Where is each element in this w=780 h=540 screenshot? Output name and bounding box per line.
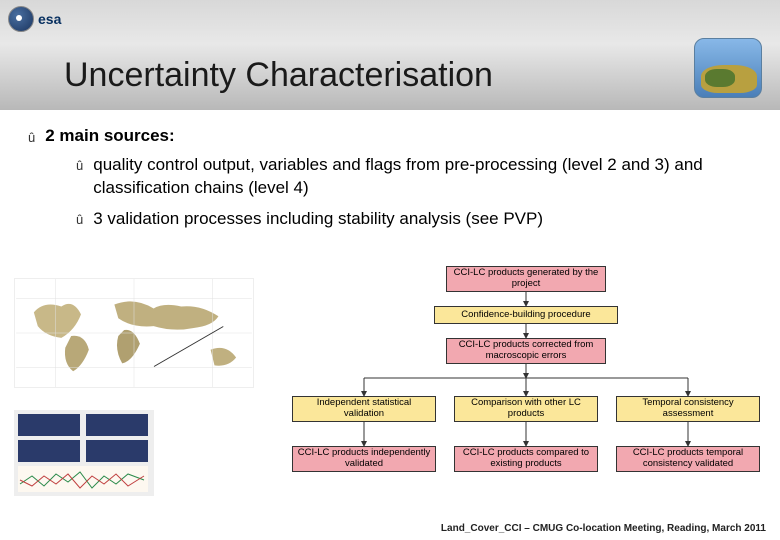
- flowchart-node: Temporal consistency assessment: [616, 396, 760, 422]
- flowchart-node: CCI-LC products temporal consistency val…: [616, 446, 760, 472]
- bullet-icon: û: [76, 212, 83, 228]
- bullet-text: 3 validation processes including stabili…: [93, 208, 543, 231]
- flowchart-edges: [286, 266, 772, 510]
- flowchart-node: CCI-LC products generated by the project: [446, 266, 606, 292]
- flowchart-node: CCI-LC products compared to existing pro…: [454, 446, 598, 472]
- flowchart-node: Independent statistical validation: [292, 396, 436, 422]
- footer-text: Land_Cover_CCI – CMUG Co-location Meetin…: [441, 523, 766, 534]
- bullet-icon: û: [76, 158, 83, 174]
- bullet-icon: û: [28, 130, 35, 146]
- earth-badge-icon: [694, 38, 762, 98]
- heading-row: û 2 main sources:: [28, 126, 752, 146]
- content-area: û 2 main sources: û quality control outp…: [0, 110, 780, 231]
- slide-header: esa Uncertainty Characterisation: [0, 0, 780, 110]
- flowchart-node: CCI-LC products independently validated: [292, 446, 436, 472]
- bullet-text: quality control output, variables and fl…: [93, 154, 752, 200]
- esa-logo: esa: [8, 6, 61, 32]
- dashboard-thumbnail: [14, 410, 154, 496]
- esa-logo-circle: [8, 6, 34, 32]
- esa-logo-text: esa: [38, 11, 61, 27]
- lower-graphics: CCI-LC products generated by the project…: [0, 270, 780, 510]
- flowchart-node: Comparison with other LC products: [454, 396, 598, 422]
- world-map-image: [14, 278, 254, 388]
- flowchart: CCI-LC products generated by the project…: [286, 266, 772, 510]
- bullet-row: û quality control output, variables and …: [76, 154, 752, 200]
- heading-text: 2 main sources:: [45, 126, 174, 146]
- flowchart-node: Confidence-building procedure: [434, 306, 618, 324]
- bullet-row: û 3 validation processes including stabi…: [76, 208, 752, 231]
- slide-title: Uncertainty Characterisation: [64, 56, 493, 95]
- flowchart-node: CCI-LC products corrected from macroscop…: [446, 338, 606, 364]
